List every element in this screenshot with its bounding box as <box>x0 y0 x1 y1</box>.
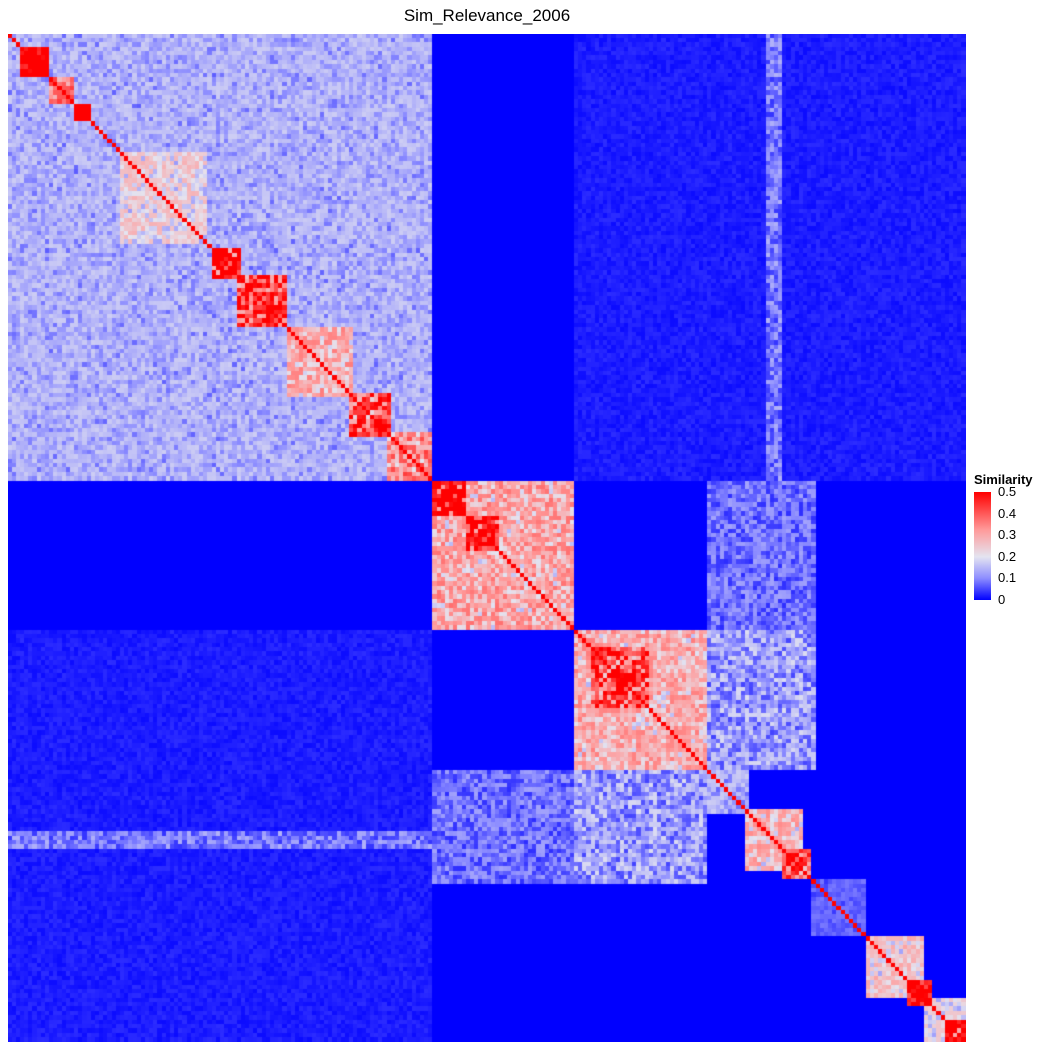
legend-tick-label: 0.1 <box>998 570 1017 586</box>
legend: Similarity 0 0.1 0.2 0.3 0.4 0.5 <box>972 472 1050 622</box>
legend-tick-label: 0 <box>998 592 1006 607</box>
legend-tick <box>992 556 996 558</box>
legend-tick <box>992 513 996 515</box>
legend-tick <box>992 600 996 601</box>
legend-tick-label: 0.5 <box>998 484 1017 499</box>
legend-tick <box>992 578 996 580</box>
legend-tick <box>992 535 996 537</box>
heatmap-plot <box>8 34 966 1042</box>
chart-title: Sim_Relevance_2006 <box>403 6 571 25</box>
legend-title: Similarity <box>974 472 1033 487</box>
legend-color-bar <box>974 492 991 600</box>
legend-tick-label: 0.3 <box>998 527 1017 543</box>
legend-tick-label: 0.4 <box>998 505 1017 521</box>
legend-tick <box>992 492 996 493</box>
legend-tick-label: 0.2 <box>998 548 1017 564</box>
